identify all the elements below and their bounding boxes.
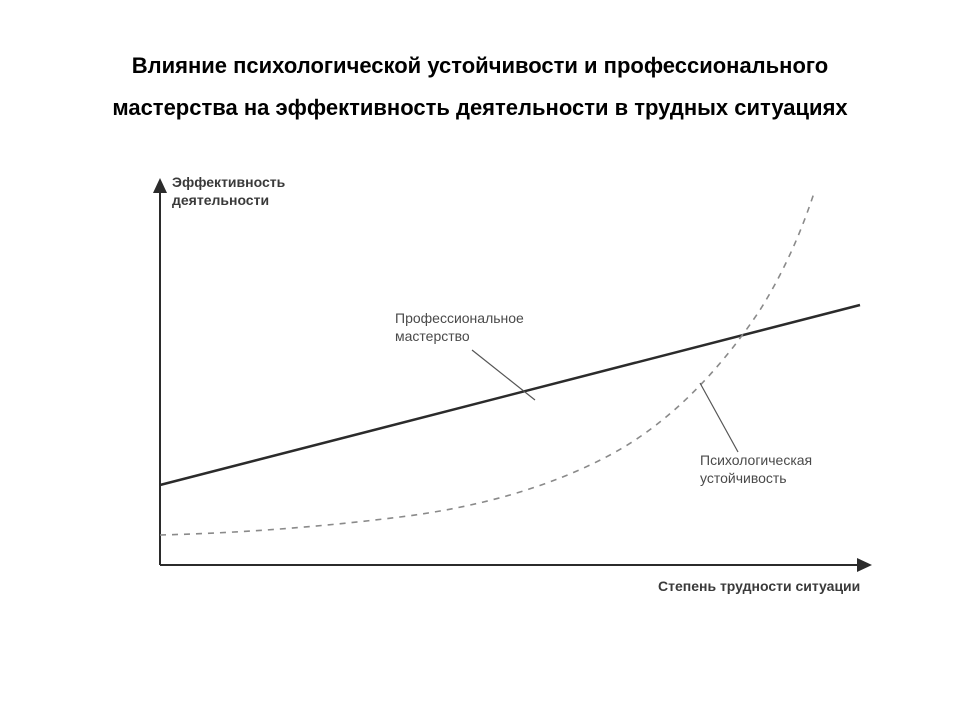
- y-axis-label-line1: Эффективность: [172, 174, 286, 190]
- callout-psychological-line1: Психологическая: [700, 452, 812, 468]
- callout-professional-line1: Профессиональное: [395, 310, 524, 326]
- page: Влияние психологической устойчивости и п…: [0, 0, 960, 720]
- x-axis-arrow: [857, 558, 872, 572]
- page-title: Влияние психологической устойчивости и п…: [0, 45, 960, 129]
- callout-psychological-line2: устойчивость: [700, 470, 787, 486]
- y-axis-arrow: [153, 178, 167, 193]
- x-axis-label: Степень трудности ситуации: [658, 578, 860, 594]
- callout-line-professional: [472, 350, 535, 400]
- callout-professional-line2: мастерство: [395, 328, 470, 344]
- chart-svg: Эффективность деятельности Степень трудн…: [120, 175, 890, 615]
- y-axis-label-line2: деятельности: [172, 192, 269, 208]
- chart-container: Эффективность деятельности Степень трудн…: [120, 175, 890, 615]
- callout-label-professional: Профессиональное мастерство: [395, 310, 528, 344]
- callout-label-psychological: Психологическая устойчивость: [700, 452, 816, 486]
- y-axis-label: Эффективность деятельности: [172, 174, 289, 208]
- callout-line-psychological: [700, 383, 738, 452]
